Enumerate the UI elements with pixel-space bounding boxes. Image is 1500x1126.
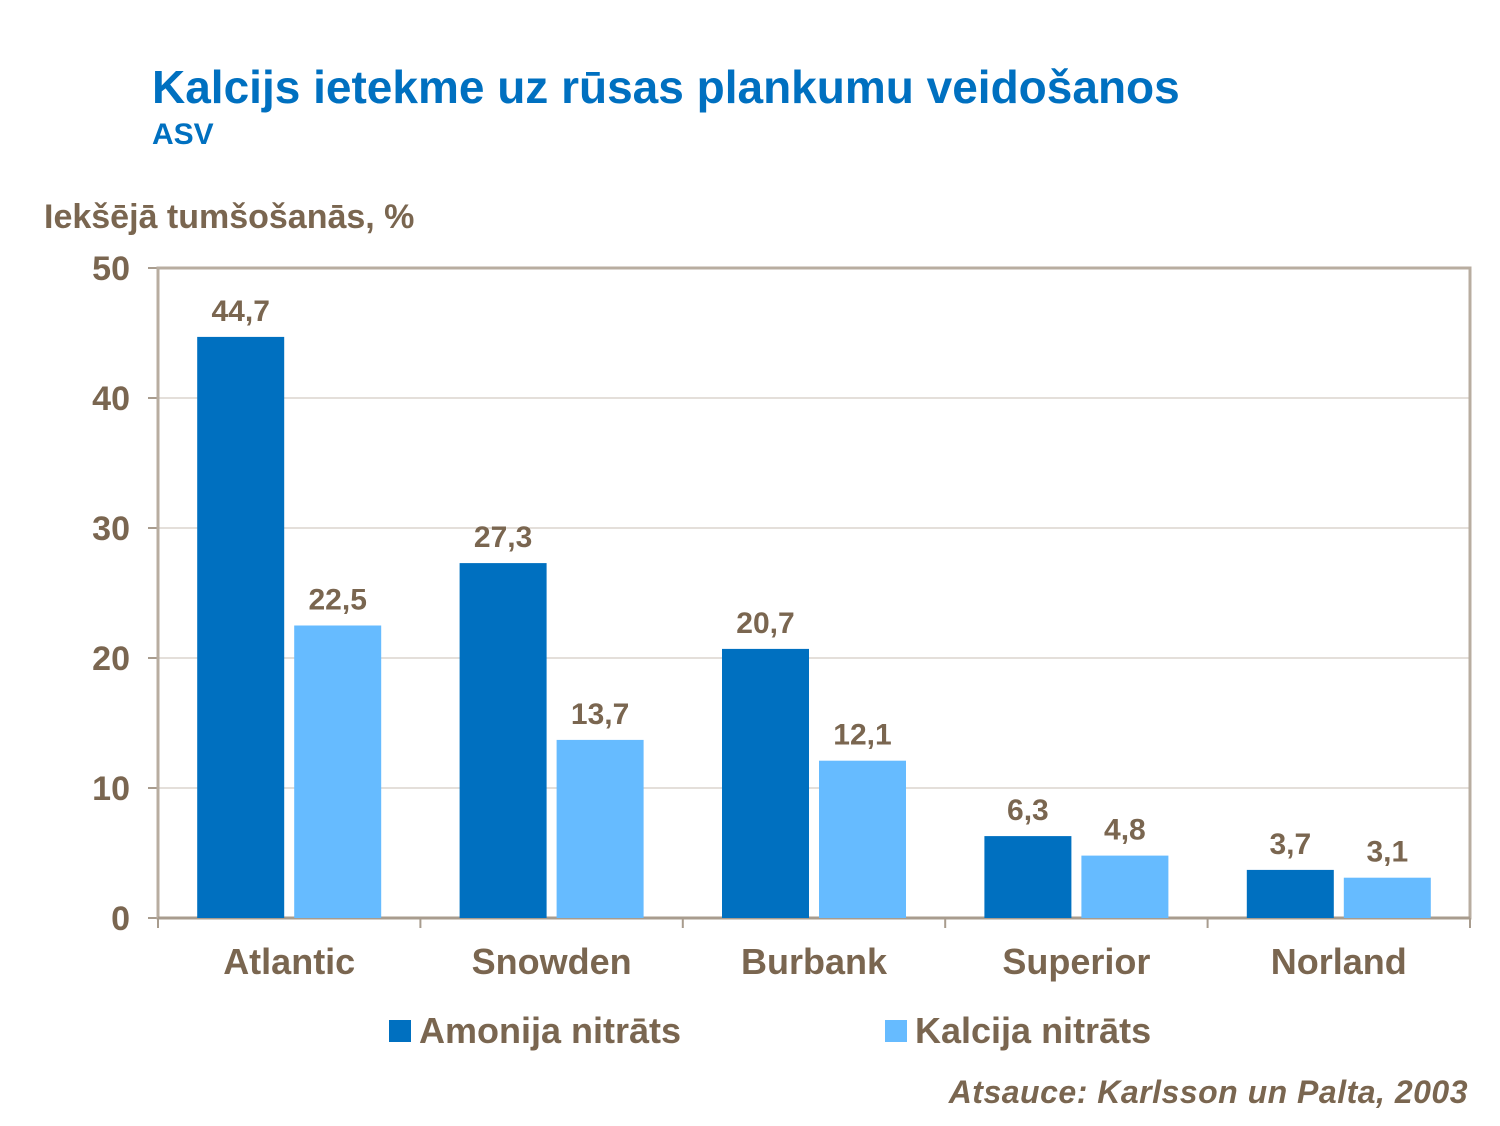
x-tick-label: Burbank <box>741 941 888 982</box>
x-tick-label: Norland <box>1271 941 1407 982</box>
y-tick-label: 50 <box>92 250 130 288</box>
data-label: 22,5 <box>309 584 367 617</box>
y-tick-label: 30 <box>92 510 130 548</box>
data-label: 3,7 <box>1269 828 1311 861</box>
chart-subtitle: ASV <box>152 118 214 151</box>
data-label: 27,3 <box>474 521 532 554</box>
bar-superior-1 <box>984 836 1072 918</box>
y-tick-label: 20 <box>92 640 130 678</box>
data-label: 13,7 <box>571 698 629 731</box>
bar-norland-1 <box>1246 869 1334 918</box>
bar-burbank-1 <box>722 648 809 918</box>
y-axis-label: Iekšējā tumšošanās, % <box>44 198 415 236</box>
x-tick-label: Snowden <box>472 941 632 982</box>
data-label: 44,7 <box>212 295 270 328</box>
legend-label: Kalcija nitrāts <box>915 1010 1151 1051</box>
legend-swatch <box>885 1020 907 1042</box>
y-tick-label: 10 <box>92 770 130 808</box>
bar-snowden-1 <box>459 563 547 918</box>
data-label: 4,8 <box>1104 814 1146 847</box>
bar-atlantic-1 <box>197 336 285 918</box>
bar-superior-2 <box>1081 855 1169 918</box>
source-note: Atsauce: Karlsson un Palta, 2003 <box>948 1074 1468 1110</box>
chart-title: Kalcijs ietekme uz rūsas plankumu veidoš… <box>152 61 1180 113</box>
bar-norland-2 <box>1343 877 1431 918</box>
x-tick-label: Atlantic <box>223 941 355 982</box>
bar-atlantic-2 <box>294 625 382 918</box>
y-tick-label: 0 <box>111 900 130 938</box>
legend-label: Amonija nitrāts <box>419 1010 681 1051</box>
data-label: 6,3 <box>1007 794 1049 827</box>
bar-snowden-2 <box>556 739 644 918</box>
data-label: 20,7 <box>736 607 794 640</box>
x-tick-label: Superior <box>1002 941 1150 982</box>
y-tick-label: 40 <box>92 380 130 418</box>
data-label: 3,1 <box>1366 836 1408 869</box>
bar-burbank-2 <box>819 760 906 918</box>
data-label: 12,1 <box>833 719 891 752</box>
legend-swatch <box>389 1020 411 1042</box>
